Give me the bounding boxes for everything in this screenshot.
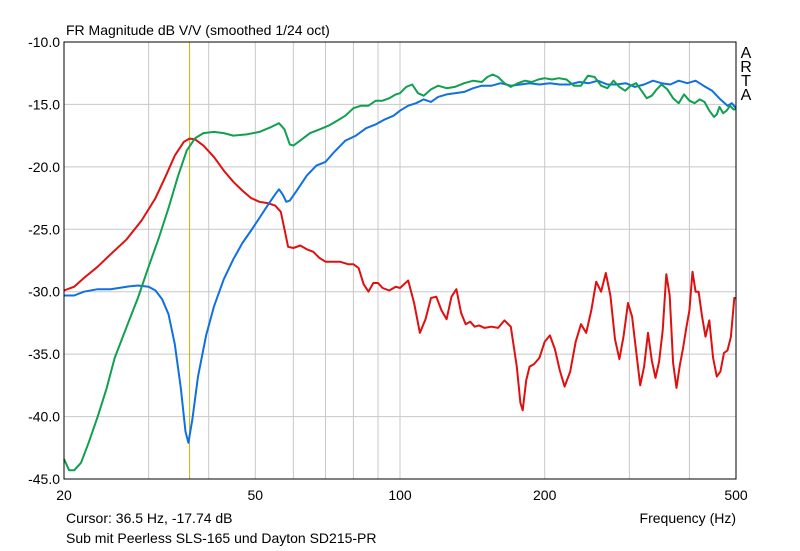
y-tick-label: -10.0 bbox=[28, 34, 60, 50]
y-tick-label: -30.0 bbox=[28, 284, 60, 300]
y-tick-label: -45.0 bbox=[28, 471, 60, 487]
y-tick-label: -20.0 bbox=[28, 159, 60, 175]
y-tick-label: -40.0 bbox=[28, 409, 60, 425]
x-tick-label: 20 bbox=[56, 487, 72, 503]
chart-caption: Sub mit Peerless SLS-165 und Dayton SD21… bbox=[66, 530, 377, 546]
x-tick-label: 200 bbox=[533, 487, 557, 503]
arta-letter: T bbox=[741, 73, 751, 90]
y-tick-label: -25.0 bbox=[28, 221, 60, 237]
x-axis-label: Frequency (Hz) bbox=[640, 510, 736, 526]
arta-letter: A bbox=[741, 87, 752, 104]
grid bbox=[63, 41, 737, 480]
x-tick-label: 50 bbox=[248, 487, 264, 503]
arta-letter: R bbox=[740, 59, 752, 76]
arta-letter: A bbox=[741, 45, 752, 62]
plot-frame bbox=[63, 41, 737, 480]
y-tick-label: -35.0 bbox=[28, 346, 60, 362]
cursor-readout: Cursor: 36.5 Hz, -17.74 dB bbox=[66, 510, 233, 526]
y-tick-label: -15.0 bbox=[28, 96, 60, 112]
x-axis-ticks: 20 50 100 200 500 bbox=[56, 487, 748, 503]
x-tick-label: 500 bbox=[724, 487, 748, 503]
chart-title: FR Magnitude dB V/V (smoothed 1/24 oct) bbox=[66, 22, 330, 38]
y-axis-ticks: -10.0 -15.0 -20.0 -25.0 -30.0 -35.0 -40.0 -45.0 bbox=[28, 34, 60, 487]
series-layer bbox=[63, 73, 737, 472]
series-line-1 bbox=[63, 137, 736, 412]
x-tick-label: 100 bbox=[388, 487, 412, 503]
series-line-3 bbox=[63, 73, 736, 472]
